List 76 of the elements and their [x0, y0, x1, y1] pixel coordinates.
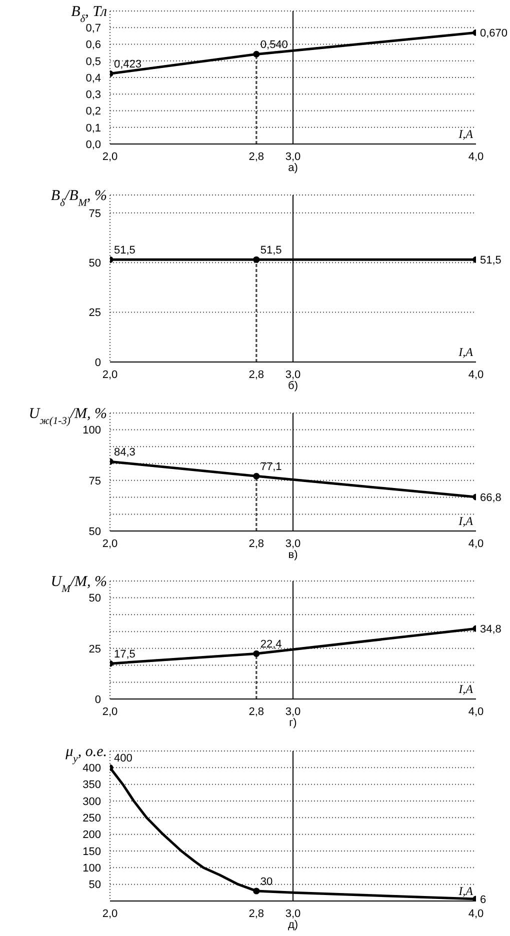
- x-axis-title: I,A: [458, 127, 474, 141]
- x-tick-label: 2,0: [102, 368, 118, 381]
- y-tick-label: 0: [94, 694, 101, 706]
- data-label: 51,5: [260, 244, 282, 257]
- x-tick-label: 4,0: [468, 706, 484, 718]
- y-tick-label: 25: [88, 307, 101, 320]
- text: г): [289, 717, 297, 729]
- text: а): [288, 162, 298, 174]
- y-tick-label: 0,2: [86, 106, 101, 118]
- x-tick-label: 2,8: [248, 538, 264, 550]
- y-tick-label: 0,1: [86, 122, 101, 134]
- x-tick-label: 2,8: [248, 908, 264, 920]
- y-tick-label: 0,7: [86, 22, 101, 35]
- x-tick-label: 2,0: [102, 706, 118, 718]
- x-tick-label: 4,0: [468, 368, 484, 381]
- data-label: 6: [480, 894, 486, 906]
- y-tick-label: 0,6: [86, 39, 101, 52]
- data-label: 17,5: [114, 648, 136, 661]
- data-label: 0,540: [260, 39, 288, 52]
- y-tick-label: 0: [94, 356, 101, 369]
- data-label: 51,5: [480, 254, 502, 267]
- y-axis-title: B$_{δ}$, Тл: [71, 4, 108, 24]
- y-tick-label: 0,4: [86, 72, 101, 84]
- y-axis-title: U$_{M}$/M, %: [50, 574, 107, 594]
- y-tick-label: 350: [82, 779, 101, 792]
- x-tick-label: 4,0: [468, 908, 484, 920]
- y-tick-label: 100: [82, 424, 101, 437]
- x-tick-label: 2,0: [102, 538, 118, 550]
- y-tick-label: 0,0: [86, 138, 101, 151]
- y-tick-label: 100: [82, 862, 101, 875]
- y-tick-label: 50: [88, 879, 101, 892]
- data-label: 77,1: [260, 461, 282, 474]
- x-tick-label: 4,0: [468, 538, 484, 550]
- data-label: 400: [114, 752, 132, 765]
- y-axis-title: μ$_{y}$, о.е.: [64, 744, 107, 764]
- data-label: 66,8: [480, 492, 502, 504]
- data-label: 22,4: [260, 638, 282, 651]
- y-tick-label: 200: [82, 829, 101, 842]
- x-tick-label: 3,0: [285, 908, 301, 920]
- y-tick-label: 0,3: [86, 89, 101, 102]
- y-tick-label: 50: [88, 258, 101, 270]
- data-label: 34,8: [480, 624, 502, 636]
- x-axis-title: I,A: [458, 514, 474, 528]
- x-tick-label: 2,0: [102, 908, 118, 920]
- x-axis-title: I,A: [458, 345, 474, 359]
- x-tick-label: 2,8: [248, 150, 264, 163]
- y-tick-label: 75: [88, 208, 101, 220]
- y-tick-label: 50: [88, 592, 101, 605]
- y-axis-title: B$_{δ}$/B$_{M}$, %: [50, 188, 107, 208]
- x-axis-title: I,A: [458, 682, 474, 696]
- data-label: 30: [260, 876, 273, 888]
- data-label: 0,423: [114, 58, 142, 71]
- data-label: 84,3: [114, 446, 136, 459]
- text: в): [288, 549, 298, 561]
- y-tick-label: 300: [82, 796, 101, 808]
- y-tick-label: 50: [88, 526, 101, 538]
- x-tick-label: 4,0: [468, 150, 484, 163]
- data-label: 51,5: [114, 244, 136, 257]
- x-tick-label: 3,0: [285, 150, 301, 163]
- x-tick-label: 2,0: [102, 150, 118, 163]
- y-tick-label: 250: [82, 812, 101, 825]
- y-tick-label: 25: [88, 643, 101, 656]
- y-axis-title: U$_{ж(1-3)}$/M, %: [28, 406, 107, 426]
- x-tick-label: 3,0: [285, 706, 301, 718]
- data-label: 0,670: [480, 28, 508, 40]
- y-tick-label: 75: [88, 475, 101, 488]
- y-tick-label: 150: [82, 846, 101, 858]
- text: д): [288, 919, 298, 931]
- x-tick-label: 3,0: [285, 538, 301, 550]
- y-tick-label: 400: [82, 762, 101, 775]
- x-axis-title: I,A: [458, 884, 474, 898]
- x-tick-label: 2,8: [248, 706, 264, 718]
- text: б): [288, 380, 298, 392]
- x-tick-label: 2,8: [248, 368, 264, 381]
- y-tick-label: 0,5: [86, 56, 101, 68]
- x-tick-label: 3,0: [285, 368, 301, 381]
